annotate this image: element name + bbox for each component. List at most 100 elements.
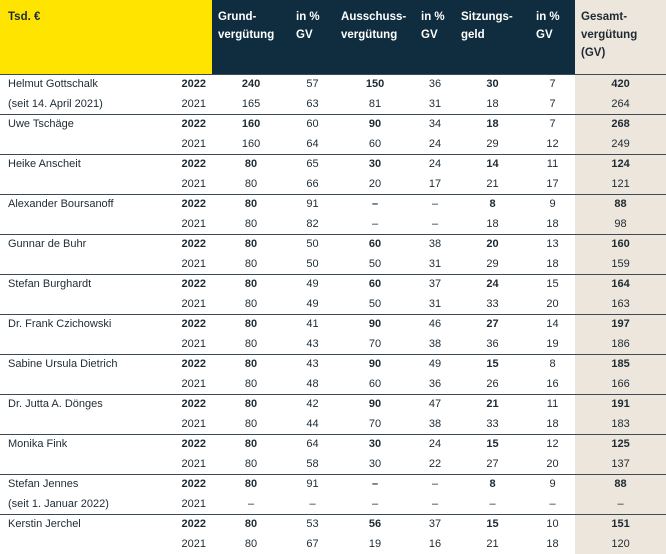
value-cell: 80 [212,195,290,215]
value-cell: 80 [212,155,290,175]
value-cell: 160 [212,115,290,135]
unit-label: Tsd. € [0,0,212,75]
value-cell: 36 [415,375,455,395]
value-cell: 42 [290,395,335,415]
value-cell: 163 [575,295,666,315]
value-cell: – [335,215,415,235]
value-cell: 27 [455,315,530,335]
value-cell: 160 [212,135,290,155]
value-cell: 8 [455,195,530,215]
year-cell: 2022 [172,235,212,255]
table-row: (seit 1. Januar 2022)2021––––––– [0,495,666,515]
value-cell: 18 [455,95,530,115]
value-cell: 31 [415,255,455,275]
column-header: in %GV [290,0,335,75]
value-cell: – [415,195,455,215]
value-cell: 50 [335,255,415,275]
value-cell: 24 [415,135,455,155]
member-name [0,215,172,235]
text-line: Sitzungs- [461,8,530,26]
member-name: (seit 1. Januar 2022) [0,495,172,515]
year-cell: 2022 [172,355,212,375]
value-cell: 12 [530,135,575,155]
value-cell: 49 [415,355,455,375]
value-cell: 91 [290,195,335,215]
value-cell: 124 [575,155,666,175]
value-cell: – [455,495,530,515]
year-cell: 2022 [172,315,212,335]
value-cell: 14 [455,155,530,175]
value-cell: 18 [530,255,575,275]
year-cell: 2021 [172,535,212,554]
text-line: in % [536,8,575,26]
value-cell: – [415,215,455,235]
member-name [0,295,172,315]
value-cell: 11 [530,155,575,175]
column-header: Sitzungs-geld [455,0,530,75]
value-cell: 80 [212,315,290,335]
value-cell: – [415,495,455,515]
member-name [0,455,172,475]
value-cell: 80 [212,475,290,495]
text-line: GV [296,26,335,44]
value-cell: 56 [335,515,415,535]
value-cell: 21 [455,175,530,195]
value-cell: 240 [212,75,290,95]
member-name: Gunnar de Buhr [0,235,172,255]
member-name: Heike Anscheit [0,155,172,175]
value-cell: 14 [530,315,575,335]
value-cell: 159 [575,255,666,275]
value-cell: 33 [455,295,530,315]
value-cell: 81 [335,95,415,115]
value-cell: 88 [575,195,666,215]
member-name [0,255,172,275]
value-cell: 41 [290,315,335,335]
text-line: vergütung [218,26,290,44]
value-cell: 31 [415,95,455,115]
value-cell: 185 [575,355,666,375]
value-cell: 64 [290,435,335,455]
value-cell: 18 [530,215,575,235]
value-cell: 20 [530,455,575,475]
value-cell: 11 [530,395,575,415]
value-cell: – [335,195,415,215]
column-header: Ausschuss-vergütung [335,0,415,75]
value-cell: 18 [455,215,530,235]
value-cell: 80 [212,175,290,195]
value-cell: 191 [575,395,666,415]
text-line: geld [461,26,530,44]
value-cell: – [575,495,666,515]
value-cell: 30 [335,435,415,455]
year-cell: 2021 [172,495,212,515]
value-cell: 98 [575,215,666,235]
year-cell: 2021 [172,415,212,435]
year-cell: 2021 [172,135,212,155]
value-cell: 91 [290,475,335,495]
value-cell: 70 [335,415,415,435]
value-cell: 29 [455,135,530,155]
value-cell: 60 [335,135,415,155]
value-cell: 82 [290,215,335,235]
value-cell: 30 [455,75,530,95]
value-cell: 80 [212,395,290,415]
text-line: GV [421,26,455,44]
text-line: Ausschuss- [341,8,415,26]
value-cell: 15 [455,515,530,535]
value-cell: 58 [290,455,335,475]
text-line: Grund- [218,8,290,26]
member-name [0,375,172,395]
value-cell: 80 [212,415,290,435]
value-cell: 80 [212,295,290,315]
value-cell: 38 [415,235,455,255]
value-cell: 60 [335,235,415,255]
column-header: in %GV [415,0,455,75]
